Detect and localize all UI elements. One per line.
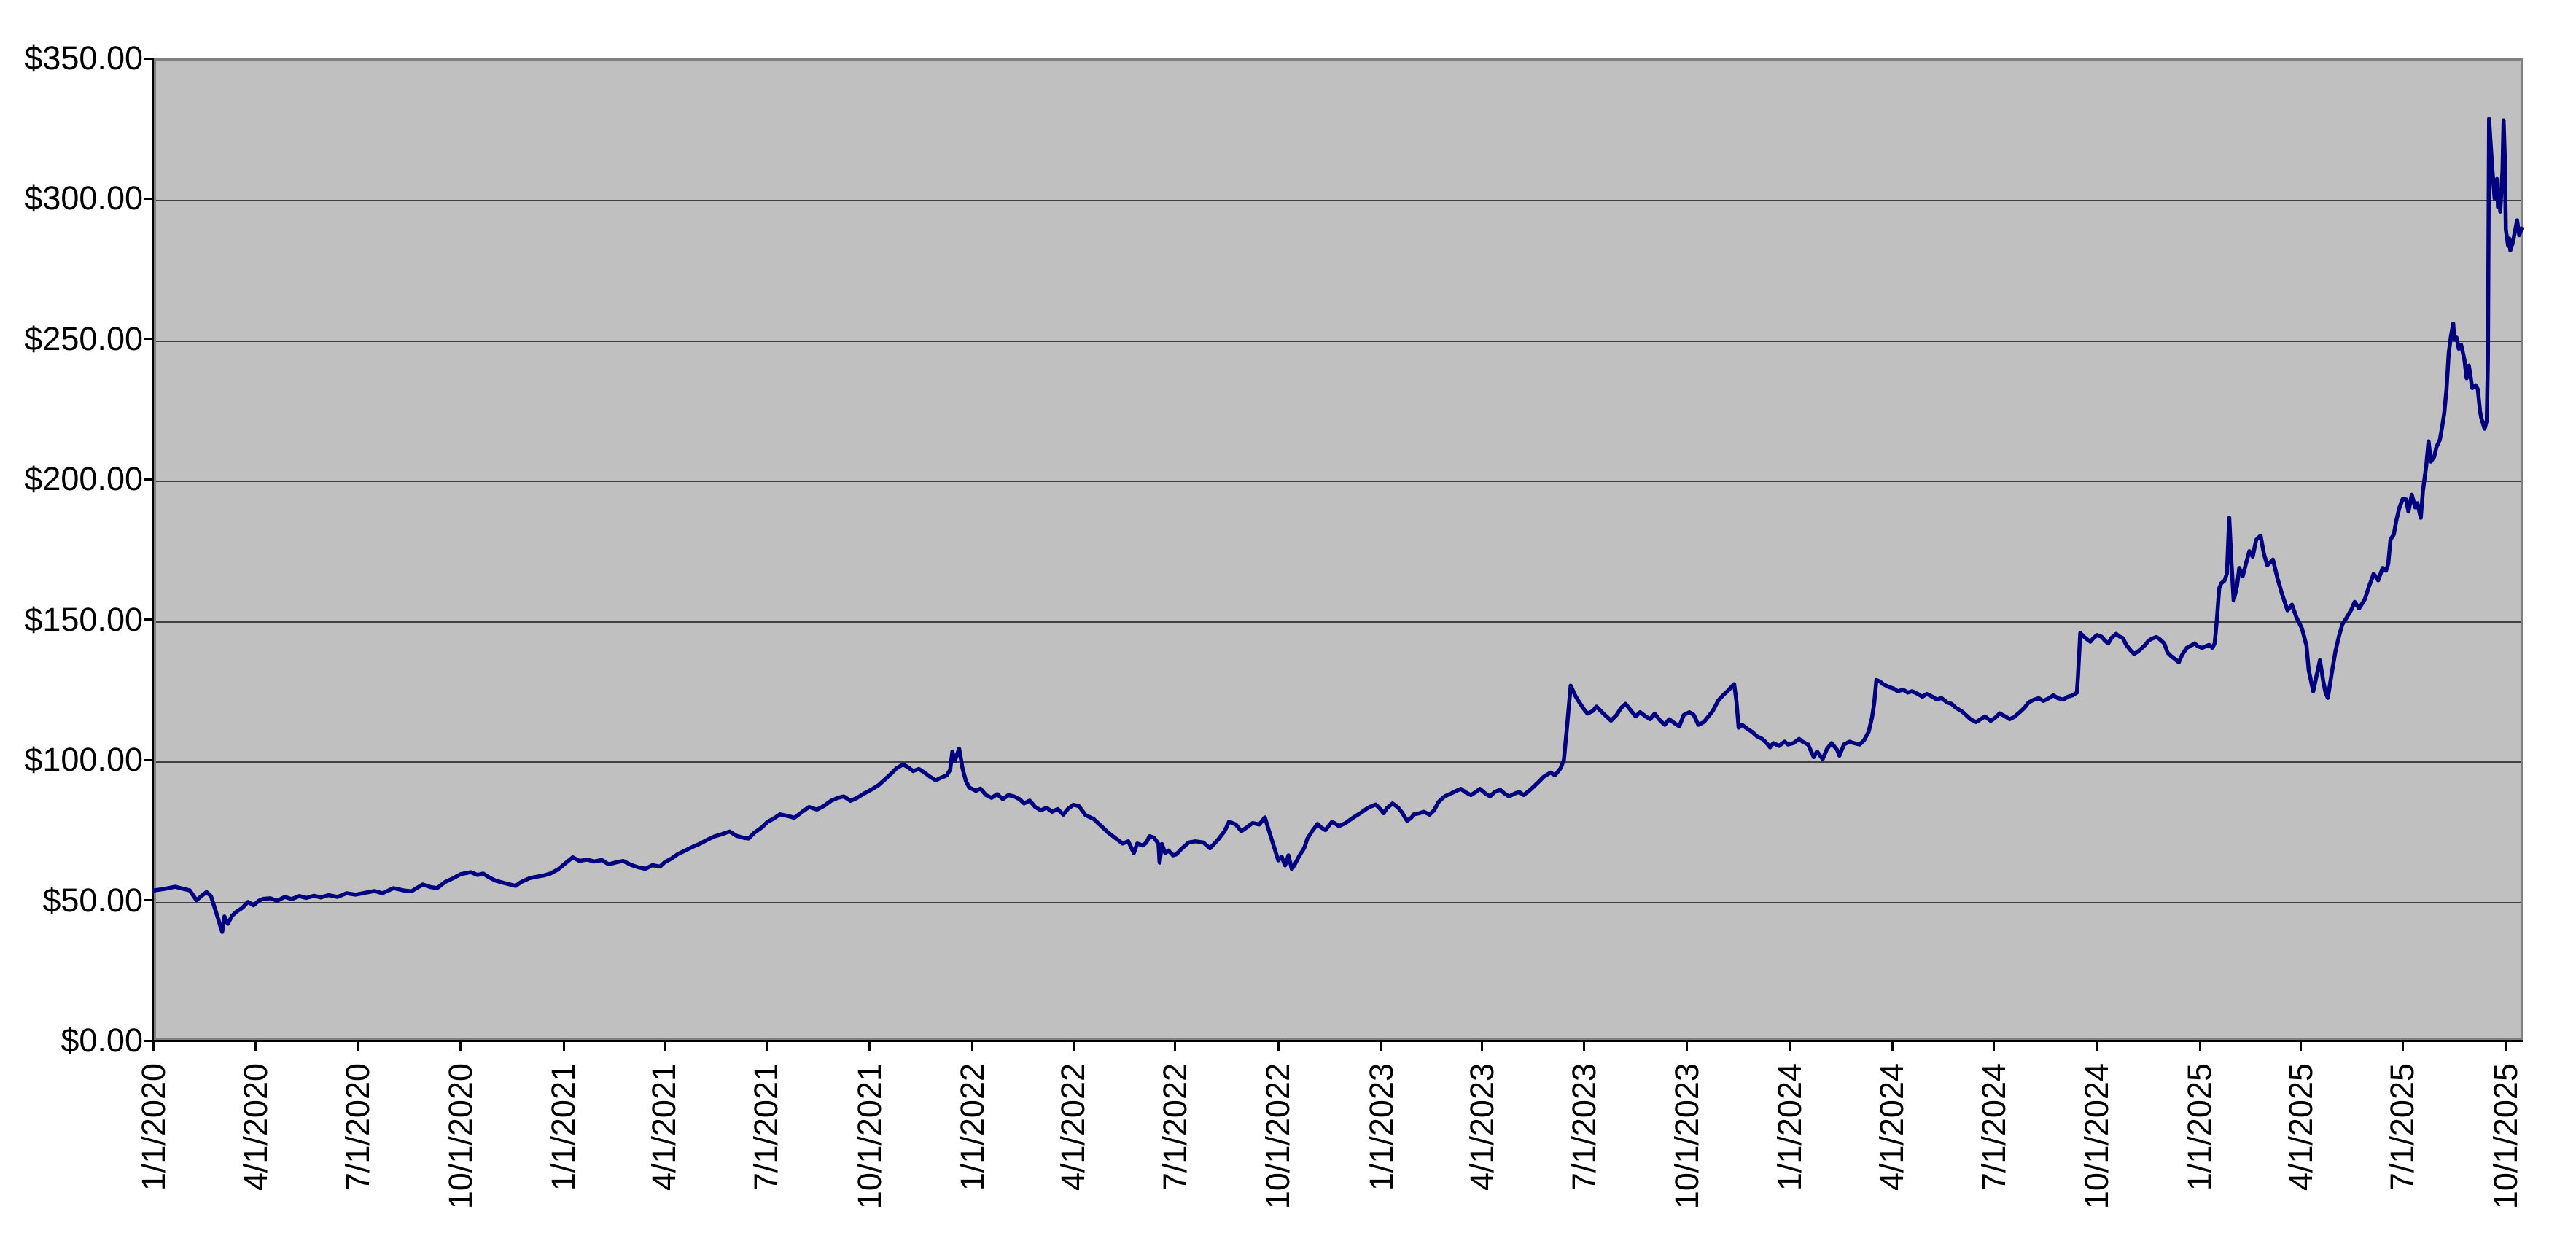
- x-tick-7-1-2021: [765, 1041, 768, 1051]
- x-tick-label-1-1-2020: 1/1/2020: [135, 1063, 172, 1191]
- x-axis-line: [144, 1040, 2523, 1042]
- x-tick-7-1-2020: [357, 1041, 359, 1051]
- x-tick-7-1-2022: [1174, 1041, 1177, 1051]
- x-tick-label-4-1-2021: 4/1/2021: [645, 1063, 683, 1191]
- x-tick-4-1-2025: [2300, 1041, 2303, 1051]
- x-tick-1-1-2020: [152, 1041, 155, 1051]
- x-tick-label-7-1-2021: 7/1/2021: [747, 1063, 785, 1191]
- x-tick-label-10-1-2020: 10/1/2020: [441, 1063, 479, 1210]
- x-tick-4-1-2023: [1481, 1041, 1484, 1051]
- x-tick-label-4-1-2025: 4/1/2025: [2281, 1063, 2319, 1191]
- x-tick-7-1-2023: [1583, 1041, 1586, 1051]
- x-tick-label-1-1-2022: 1/1/2022: [953, 1063, 991, 1191]
- y-tick-label-200: $200.00: [24, 460, 143, 498]
- x-tick-7-1-2025: [2401, 1041, 2404, 1051]
- x-tick-label-10-1-2022: 10/1/2022: [1259, 1063, 1297, 1210]
- x-tick-label-7-1-2025: 7/1/2025: [2384, 1063, 2421, 1191]
- x-tick-4-1-2024: [1891, 1041, 1894, 1051]
- y-tick-200: [144, 478, 154, 481]
- x-tick-10-1-2024: [2096, 1041, 2098, 1051]
- y-tick-label-100: $100.00: [24, 741, 143, 779]
- y-tick-250: [144, 338, 154, 341]
- plot-area: [154, 58, 2523, 1041]
- x-tick-4-1-2022: [1072, 1041, 1075, 1051]
- x-tick-10-1-2025: [2505, 1041, 2507, 1051]
- y-tick-0: [144, 1039, 154, 1042]
- x-tick-label-1-1-2025: 1/1/2025: [2181, 1063, 2219, 1191]
- x-tick-label-1-1-2021: 1/1/2021: [545, 1063, 583, 1191]
- y-tick-label-0: $0.00: [61, 1022, 143, 1059]
- x-tick-label-10-1-2024: 10/1/2024: [2078, 1063, 2116, 1210]
- y-tick-350: [144, 57, 154, 60]
- y-tick-label-150: $150.00: [24, 600, 143, 638]
- y-tick-label-250: $250.00: [24, 319, 143, 357]
- x-tick-7-1-2024: [1993, 1041, 1996, 1051]
- x-tick-label-1-1-2023: 1/1/2023: [1362, 1063, 1400, 1191]
- y-tick-50: [144, 899, 154, 902]
- gridline-250: [156, 340, 2521, 342]
- gridline-200: [156, 481, 2521, 483]
- x-tick-label-10-1-2023: 10/1/2023: [1668, 1063, 1705, 1210]
- x-tick-label-7-1-2020: 7/1/2020: [338, 1063, 376, 1191]
- x-tick-label-1-1-2024: 1/1/2024: [1771, 1063, 1809, 1191]
- x-tick-label-4-1-2023: 4/1/2023: [1463, 1063, 1501, 1191]
- x-tick-10-1-2020: [459, 1041, 462, 1051]
- x-tick-label-4-1-2024: 4/1/2024: [1873, 1063, 1911, 1191]
- y-tick-100: [144, 758, 154, 761]
- y-axis-line: [152, 58, 154, 1051]
- y-tick-label-300: $300.00: [24, 179, 143, 217]
- x-tick-4-1-2021: [663, 1041, 666, 1051]
- x-tick-1-1-2021: [562, 1041, 565, 1051]
- x-tick-label-4-1-2020: 4/1/2020: [236, 1063, 274, 1191]
- y-tick-300: [144, 197, 154, 200]
- x-tick-label-10-1-2025: 10/1/2025: [2486, 1063, 2524, 1210]
- x-tick-1-1-2025: [2198, 1041, 2201, 1051]
- gridline-100: [156, 761, 2521, 763]
- y-tick-label-350: $350.00: [24, 39, 143, 77]
- x-tick-label-7-1-2024: 7/1/2024: [1974, 1063, 2012, 1191]
- x-tick-10-1-2021: [868, 1041, 871, 1051]
- x-tick-label-10-1-2021: 10/1/2021: [850, 1063, 888, 1210]
- x-tick-10-1-2023: [1686, 1041, 1689, 1051]
- gridline-150: [156, 621, 2521, 623]
- x-tick-label-4-1-2022: 4/1/2022: [1054, 1063, 1092, 1191]
- x-tick-10-1-2022: [1277, 1041, 1280, 1051]
- y-tick-150: [144, 618, 154, 621]
- x-tick-1-1-2022: [971, 1041, 974, 1051]
- x-tick-label-7-1-2022: 7/1/2022: [1156, 1063, 1194, 1191]
- x-tick-4-1-2020: [254, 1041, 257, 1051]
- x-tick-1-1-2023: [1380, 1041, 1383, 1051]
- gridline-50: [156, 901, 2521, 903]
- y-tick-label-50: $50.00: [42, 881, 143, 919]
- x-tick-label-7-1-2023: 7/1/2023: [1565, 1063, 1603, 1191]
- x-tick-1-1-2024: [1789, 1041, 1791, 1051]
- gridline-300: [156, 200, 2521, 202]
